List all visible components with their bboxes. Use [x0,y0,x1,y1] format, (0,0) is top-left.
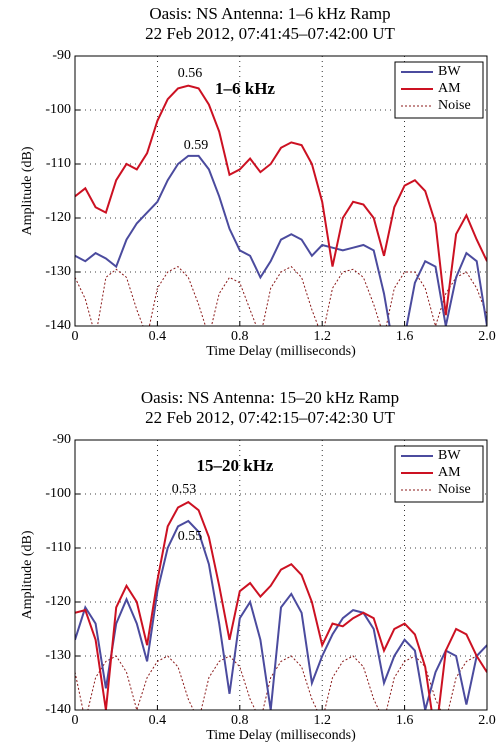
y-axis-label: Amplitude (dB) [20,146,35,235]
x-tick-label: 2.0 [478,329,496,344]
x-tick-label: 1.6 [396,329,414,344]
chart-title: Oasis: NS Antenna: 15–20 kHz Ramp [141,388,399,407]
annotation: 15–20 kHz [197,456,274,475]
x-tick-label: 0.8 [231,713,249,728]
annotation: 1–6 kHz [215,79,275,98]
y-tick-label: -130 [45,264,71,279]
x-tick-label: 1.2 [313,329,331,344]
annotation: 0.59 [184,138,209,153]
plot [75,500,487,710]
y-tick-label: -100 [45,102,71,117]
legend-label: Noise [438,482,471,497]
x-tick-label: 0 [72,329,79,344]
chart-subtitle: 22 Feb 2012, 07:42:15–07:42:30 UT [145,408,395,427]
x-tick-label: 0 [72,713,79,728]
y-tick-label: -90 [52,48,71,63]
x-axis-label: Time Delay (milliseconds) [206,344,356,359]
series-line [75,500,487,710]
series-line [75,84,487,316]
chart-subtitle: 22 Feb 2012, 07:41:45–07:42:00 UT [145,24,395,43]
annotation: 0.56 [178,66,203,81]
plot-frame [74,55,488,327]
legend-label: BW [438,64,461,79]
y-tick-label: -140 [45,318,71,333]
x-tick-label: 0.8 [231,329,249,344]
series-line [75,519,487,710]
chart-title: Oasis: NS Antenna: 1–6 kHz Ramp [149,4,390,23]
legend-label: AM [438,81,461,96]
series-line [75,265,487,326]
annotation: 0.53 [172,482,197,497]
legend-label: Noise [438,98,471,113]
y-tick-label: -120 [45,210,71,225]
x-axis-label: Time Delay (milliseconds) [206,728,356,743]
x-tick-label: 1.6 [396,713,414,728]
x-tick-label: 0.4 [149,713,167,728]
series-line [75,154,487,326]
y-tick-label: -110 [46,156,71,171]
legend-label: AM [438,465,461,480]
y-axis-label: Amplitude (dB) [20,530,35,619]
annotation: 0.55 [178,529,203,544]
y-tick-label: -110 [46,540,71,555]
plot-frame [74,439,488,711]
legend-label: BW [438,448,461,463]
y-tick-label: -140 [45,702,71,717]
y-tick-label: -120 [45,594,71,609]
plot [75,84,487,326]
y-tick-label: -100 [45,486,71,501]
x-tick-label: 2.0 [478,713,496,728]
x-tick-label: 0.4 [149,329,167,344]
series-line [75,655,487,710]
y-tick-label: -130 [45,648,71,663]
x-tick-label: 1.2 [313,713,331,728]
y-tick-label: -90 [52,432,71,447]
